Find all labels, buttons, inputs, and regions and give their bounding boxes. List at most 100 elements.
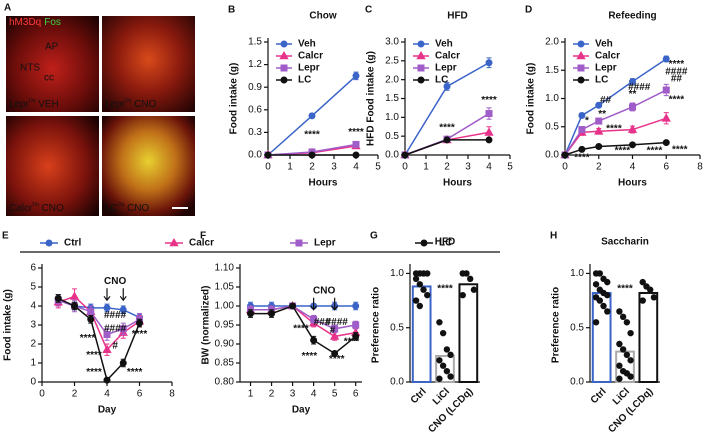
y-tick-label: 0.85 (215, 358, 235, 369)
annotation: #### (326, 317, 349, 328)
marker (54, 294, 62, 302)
y-tick-label: 0.0 (390, 377, 404, 388)
y-tick-label: 2.0 (545, 37, 559, 48)
marker (485, 110, 493, 118)
y-tick-label: 5 (30, 282, 36, 293)
x-tick-label: 4 (486, 162, 492, 173)
y-tick-label: 1.05 (215, 282, 235, 293)
x-tick-label: 3 (331, 162, 337, 173)
y-tick-label: 0.95 (215, 320, 235, 331)
data-point (416, 281, 423, 288)
y-tick-label: 1.2 (248, 59, 262, 70)
annotation: ## (671, 73, 683, 84)
x-tick-label: 1 (423, 162, 429, 173)
marker (401, 151, 409, 159)
marker (352, 140, 360, 148)
annotation: **** (437, 283, 453, 294)
y-axis-label: Food intake (g) (229, 63, 240, 135)
marker (87, 315, 95, 323)
marker (629, 103, 636, 111)
chart-title: Chow (309, 11, 336, 22)
x-tick-label: 5 (375, 162, 381, 173)
x-tick-label: 4 (104, 389, 110, 400)
x-tick-label: 4 (311, 389, 317, 400)
micrograph-images (6, 16, 195, 216)
marker (629, 78, 636, 86)
annotation: # (330, 325, 336, 336)
x-tick-label: 8 (169, 389, 175, 400)
y-tick-label: 1 (30, 358, 36, 369)
y-tick-label: 1.10 (215, 263, 235, 274)
data-point (604, 291, 611, 299)
marker (352, 302, 360, 310)
data-point (627, 357, 634, 364)
legend-label: Calcr (435, 51, 460, 62)
data-point (447, 373, 454, 380)
data-point (436, 357, 443, 364)
y-tick-label: 0.80 (215, 377, 235, 388)
x-tick-label: 8 (697, 162, 703, 173)
x-tick-label: 0 (265, 162, 271, 173)
marker (103, 376, 111, 384)
micrograph (102, 116, 195, 216)
x-tick-label: 4 (353, 162, 359, 173)
line (250, 305, 357, 355)
marker (352, 332, 360, 340)
y-tick-label: 0.5 (570, 322, 584, 333)
annotation: **** (127, 367, 143, 378)
marker (119, 306, 127, 314)
legend-label: Calcr (298, 51, 323, 62)
y-tick-label: 3.0 (385, 37, 399, 48)
panel-label: D (525, 5, 532, 16)
x-tick-label: 3 (465, 162, 471, 173)
annotation: **** (574, 152, 590, 163)
x-tick-label: 0 (402, 162, 408, 173)
marker (45, 239, 53, 247)
data-point (412, 275, 420, 283)
data-point (650, 294, 658, 301)
data-point (647, 286, 654, 293)
data-point (619, 313, 627, 321)
legend-label: Lepr (435, 63, 457, 74)
y-tick-label: 0.0 (385, 150, 399, 161)
y-tick-label: 4 (30, 301, 36, 312)
marker (268, 310, 276, 318)
x-tick-label: 6 (663, 162, 669, 173)
x-tick-label: 6 (353, 389, 359, 400)
marker (119, 359, 127, 367)
annotation: **** (615, 146, 631, 157)
data-point (592, 319, 600, 326)
x-tick-label: 2 (596, 162, 602, 173)
caption-base: Lepr (105, 99, 126, 110)
caption-tail: CNO (39, 203, 64, 214)
annotation: ** (629, 89, 637, 100)
marker (136, 319, 143, 327)
cno-arrow (119, 288, 127, 302)
series (247, 302, 360, 357)
series (401, 136, 493, 159)
data-point (627, 329, 634, 337)
y-tick-label: 0.6 (248, 104, 262, 115)
marker (561, 151, 569, 159)
x-tick-label: 6 (137, 389, 143, 400)
marker (629, 141, 636, 149)
caption-base: Lepr (9, 99, 30, 110)
y-tick-label: 2.5 (385, 55, 399, 66)
annotation: **** (344, 337, 360, 348)
marker (103, 331, 111, 338)
y-tick-label: 0.5 (385, 131, 399, 142)
marker (308, 151, 316, 159)
y-tick-label: 0.0 (248, 150, 262, 161)
marker (87, 308, 95, 316)
marker (295, 239, 303, 247)
marker (484, 127, 494, 136)
micrograph-caption: LeprDq CNO (105, 98, 157, 109)
caption-base: LC (105, 203, 118, 214)
region-label: cc (44, 73, 54, 84)
marker (595, 101, 603, 109)
legend-label: LC (298, 75, 311, 86)
y-axis-label: Food intake (g) (3, 289, 14, 361)
marker (443, 136, 451, 144)
data-point (424, 270, 431, 277)
marker (289, 302, 297, 310)
